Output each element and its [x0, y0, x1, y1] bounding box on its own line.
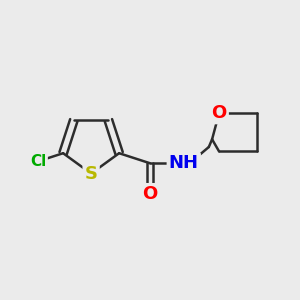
Text: S: S	[85, 165, 98, 183]
Text: O: O	[142, 185, 158, 203]
Text: NH: NH	[169, 154, 199, 172]
Text: O: O	[212, 104, 227, 122]
Text: Cl: Cl	[30, 154, 46, 169]
